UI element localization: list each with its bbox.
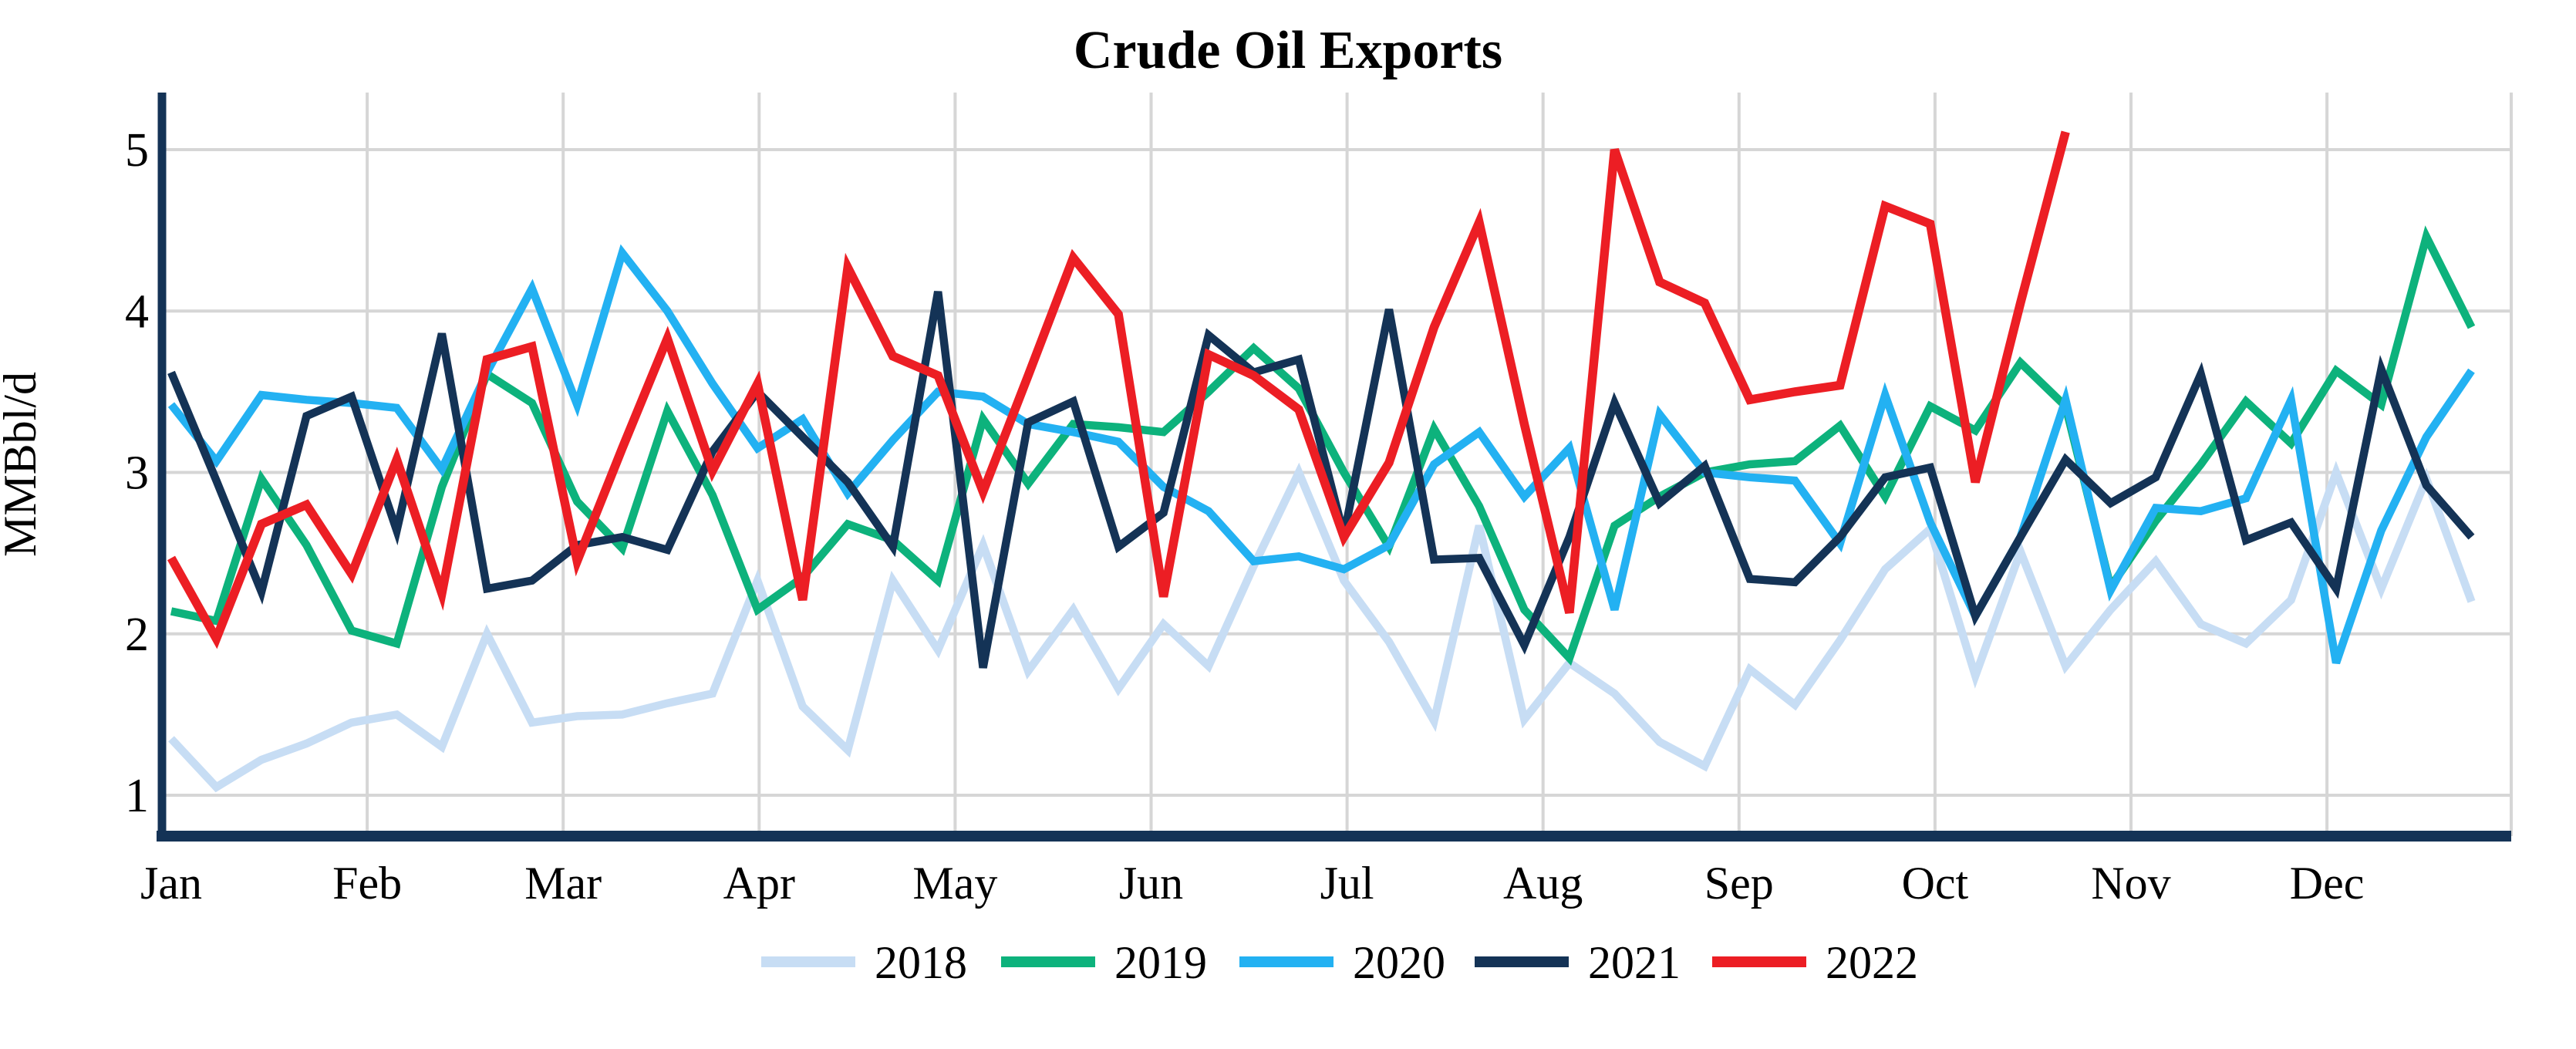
y-tick-labels: 1 2 3 4 5 [125,124,149,822]
x-tick-label-oct: Oct [1902,858,1969,909]
legend: 2018 2019 2020 2021 2022 [761,937,1918,988]
y-tick-label-5: 5 [125,124,149,177]
x-tick-label-mar: Mar [524,858,602,909]
x-tick-labels: Jan Feb Mar Apr May Jun Jul Aug Sep Oct Nov Dec [140,858,2364,909]
legend-label-2021: 2021 [1588,937,1681,988]
series-line-2022 [167,130,2070,649]
x-tick-label-may: May [912,858,997,909]
legend-label-2019: 2019 [1114,937,1207,988]
x-tick-label-nov: Nov [2091,858,2170,909]
y-tick-label-3: 3 [125,447,149,500]
x-tick-label-sep: Sep [1704,858,1774,909]
legend-label-2018: 2018 [875,937,967,988]
legend-label-2020: 2020 [1353,937,1445,988]
y-tick-label-1: 1 [125,770,149,822]
gridlines [162,93,2513,836]
x-tick-label-jul: Jul [1320,858,1374,909]
y-axis-label: MMBbl/d [0,372,46,557]
x-tick-label-dec: Dec [2290,858,2365,909]
x-tick-label-aug: Aug [1503,858,1583,909]
series-line-2021 [167,291,2475,669]
chart-title: Crude Oil Exports [1074,21,1502,80]
x-tick-label-jan: Jan [140,858,202,909]
axes [157,93,2511,842]
x-tick-label-jun: Jun [1119,858,1183,909]
series-line-2018 [168,460,2476,793]
x-tick-label-feb: Feb [332,858,402,909]
x-tick-label-apr: Apr [723,858,795,909]
series-line-2020 [167,244,2475,665]
legend-label-2022: 2022 [1826,937,1918,988]
y-tick-label-2: 2 [125,609,149,661]
data-series [167,130,2476,793]
y-tick-label-4: 4 [125,285,149,338]
